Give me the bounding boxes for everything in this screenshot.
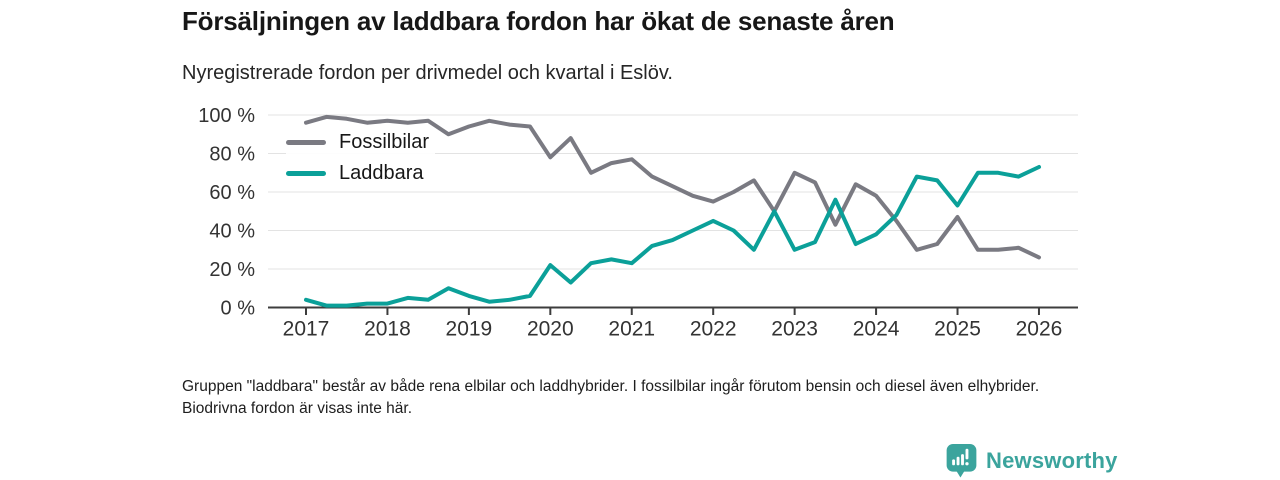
y-tick-label: 20 %	[209, 259, 255, 281]
legend-swatch	[286, 170, 326, 176]
bar-chart-bubble-icon	[946, 444, 977, 478]
x-tick-label: 2025	[934, 318, 981, 341]
legend-label: Fossilbilar	[339, 131, 430, 153]
x-tick-label: 2026	[1016, 318, 1063, 341]
newsworthy-logo: Newsworthy	[946, 444, 1118, 478]
fossilbilar-line	[304, 114, 1041, 260]
y-tick-label: 80 %	[209, 144, 255, 166]
y-tick-label: 40 %	[209, 221, 255, 243]
legend-item-laddbara: Laddbara	[286, 161, 436, 185]
x-tick-label: 2021	[608, 318, 655, 341]
x-tick-label: 2019	[446, 318, 493, 341]
laddbara-line	[304, 165, 1041, 308]
x-tick-label: 2022	[690, 318, 737, 341]
logo-text: Newsworthy	[986, 448, 1118, 473]
x-tick-label: 2023	[771, 318, 818, 341]
y-tick-label: 100 %	[198, 105, 255, 127]
chart-subtitle: Nyregistrerade fordon per drivmedel och …	[182, 62, 673, 84]
x-tick-label: 2017	[283, 318, 330, 341]
y-tick-label: 60 %	[209, 182, 255, 204]
page-title: Försäljningen av laddbara fordon har öka…	[182, 6, 895, 36]
legend-item-fossilbilar: Fossilbilar	[286, 130, 436, 154]
legend-label: Laddbara	[339, 162, 424, 184]
x-tick-label: 2024	[853, 318, 900, 341]
x-tick-label: 2020	[527, 318, 574, 341]
chart-legend: Fossilbilar Laddbara	[286, 130, 436, 185]
chart-footnote: Gruppen "laddbara" består av både rena e…	[182, 378, 1040, 417]
x-tick-label: 2018	[364, 318, 411, 341]
legend-swatch	[286, 139, 326, 145]
y-tick-label: 0 %	[221, 298, 256, 320]
